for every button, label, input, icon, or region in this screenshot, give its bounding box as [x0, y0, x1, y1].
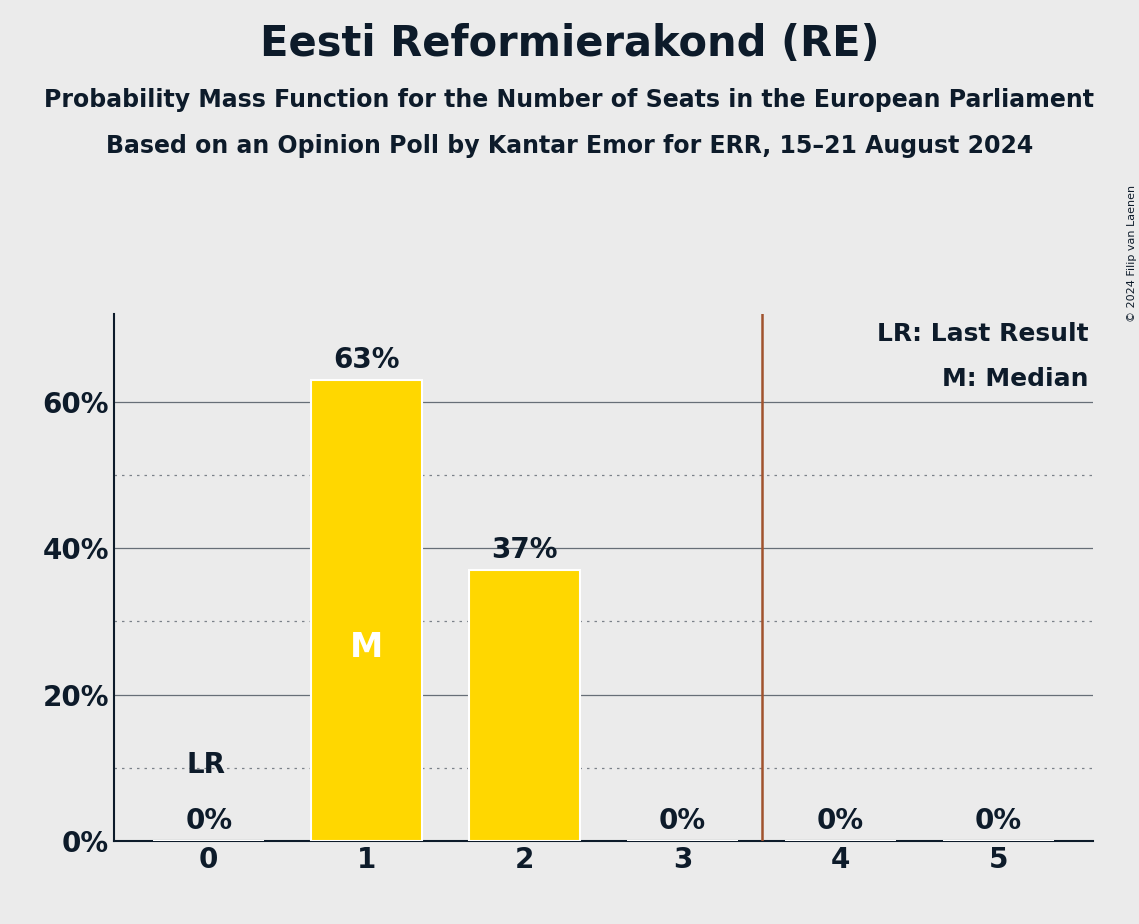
Text: Based on an Opinion Poll by Kantar Emor for ERR, 15–21 August 2024: Based on an Opinion Poll by Kantar Emor …: [106, 134, 1033, 158]
Text: 0%: 0%: [186, 807, 232, 835]
Bar: [311, 380, 421, 841]
Text: M: Median: M: Median: [942, 367, 1089, 391]
Text: 37%: 37%: [491, 536, 558, 565]
Text: 0%: 0%: [659, 807, 706, 835]
Text: 63%: 63%: [334, 346, 400, 374]
Text: Probability Mass Function for the Number of Seats in the European Parliament: Probability Mass Function for the Number…: [44, 88, 1095, 112]
Bar: [469, 570, 580, 841]
Text: 0%: 0%: [817, 807, 865, 835]
Text: © 2024 Filip van Laenen: © 2024 Filip van Laenen: [1126, 185, 1137, 322]
Text: LR: Last Result: LR: Last Result: [877, 322, 1089, 346]
Text: 0%: 0%: [975, 807, 1022, 835]
Text: M: M: [350, 631, 384, 663]
Text: Eesti Reformierakond (RE): Eesti Reformierakond (RE): [260, 23, 879, 65]
Text: LR: LR: [186, 750, 226, 779]
